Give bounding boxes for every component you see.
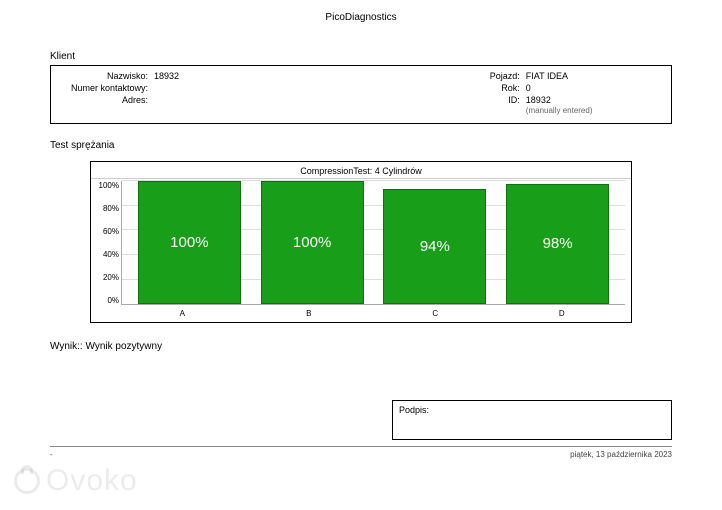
chart-container: CompressionTest: 4 Cylindrów 100% 80% 60… [90,161,632,323]
label-id: ID: [331,94,526,106]
ytick: 20% [103,273,119,282]
client-row-note: (manually entered) [331,106,663,117]
result-label: Wynik:: [50,341,83,352]
ytick: 60% [103,227,119,236]
value-name: 18932 [154,70,331,82]
value-year: 0 [526,82,663,94]
bar-value-label: 100% [170,234,208,251]
y-axis: 100% 80% 60% 40% 20% 0% [93,181,121,305]
xtick: C [372,309,499,318]
footer: - piątek, 13 października 2023 [50,446,672,459]
footer-left: - [50,450,53,459]
label-address: Adres: [59,94,154,106]
chart-plot: 100% 80% 60% 40% 20% 0% 100% 100% 94% 98% [91,179,631,307]
bar-value-label: 98% [543,235,573,252]
signature-label: Podpis: [399,405,429,415]
signature-box: Podpis: [392,400,672,440]
bar-value-label: 94% [420,238,450,255]
bar: 100% [138,181,241,304]
label-name: Nazwisko: [59,70,154,82]
document-title: PicoDiagnostics [50,12,672,23]
xtick: D [499,309,626,318]
client-section-label: Klient [50,51,672,62]
client-row-year: Rok: 0 [331,82,663,94]
test-section-label: Test sprężania [50,140,672,151]
signature-area: Podpis: [50,400,672,440]
chart-box: CompressionTest: 4 Cylindrów 100% 80% 60… [90,161,632,323]
result-line: Wynik:: Wynik pozytywny [50,341,672,352]
ytick: 100% [99,181,119,190]
client-row-vehicle: Pojazd: FIAT IDEA [331,70,663,82]
bar: 100% [261,181,364,304]
client-row-contact: Numer kontaktowy: [59,82,331,94]
label-empty [331,106,526,117]
label-year: Rok: [331,82,526,94]
client-left-column: Nazwisko: 18932 Numer kontaktowy: Adres: [59,70,331,117]
client-row-address: Adres: [59,94,331,106]
watermark: Ovoko [14,464,138,498]
value-address [154,94,331,106]
bar: 94% [383,189,486,305]
label-vehicle: Pojazd: [331,70,526,82]
watermark-icon [14,468,40,494]
client-info-box: Nazwisko: 18932 Numer kontaktowy: Adres:… [50,65,672,124]
xtick: B [246,309,373,318]
value-note: (manually entered) [526,106,663,117]
ytick: 0% [107,296,119,305]
client-row-name: Nazwisko: 18932 [59,70,331,82]
label-contact: Numer kontaktowy: [59,82,154,94]
x-axis: A B C D [91,307,631,322]
client-row-id: ID: 18932 [331,94,663,106]
ytick: 40% [103,250,119,259]
value-id: 18932 [526,94,663,106]
chart-grid: 100% 100% 94% 98% [121,181,625,305]
xtick: A [119,309,246,318]
result-text: Wynik pozytywny [85,341,162,352]
client-right-column: Pojazd: FIAT IDEA Rok: 0 ID: 18932 (manu… [331,70,663,117]
bar-value-label: 100% [293,234,331,251]
chart-title: CompressionTest: 4 Cylindrów [91,162,631,179]
ytick: 80% [103,204,119,213]
value-vehicle: FIAT IDEA [526,70,663,82]
watermark-text: Ovoko [46,464,138,498]
value-contact [154,82,331,94]
bar: 98% [506,184,609,305]
footer-right: piątek, 13 października 2023 [570,450,672,459]
